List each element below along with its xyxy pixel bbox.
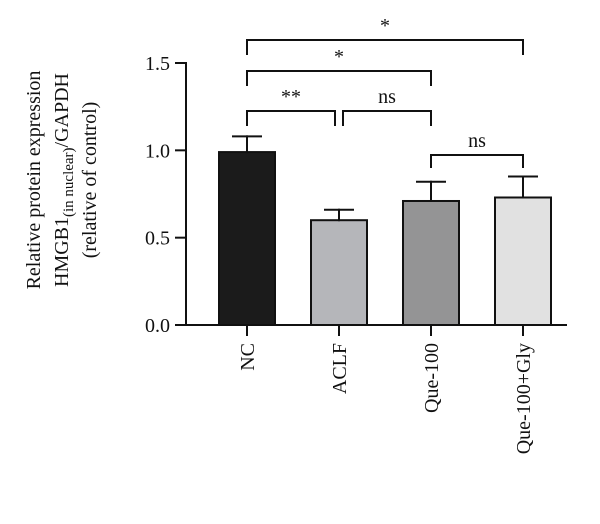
significance-label: *: [334, 46, 344, 68]
bar-group: [218, 135, 276, 326]
significance-bracket: *: [246, 15, 524, 55]
bar: [494, 196, 552, 326]
y-tick-label: 1.5: [145, 53, 170, 75]
bar: [310, 219, 368, 326]
x-category-label: NC: [237, 343, 259, 371]
significance-label: ns: [468, 130, 486, 152]
y-axis-title-line-2: HMGB1(in nuclear)/GAPDH: [51, 73, 77, 287]
significance-bracket-line: [246, 70, 432, 86]
y-tick-label: 0.5: [145, 228, 170, 250]
y-tick-label: 1.0: [145, 140, 170, 162]
y-tick-label: 0.0: [145, 315, 170, 337]
significance-bracket: ns: [430, 130, 524, 168]
y-axis-title: Relative protein expression HMGB1(in nuc…: [23, 71, 101, 290]
y-axis: 0.0 0.5 1.0 1.5: [145, 53, 187, 337]
y-axis-title-line-2-sub: (in nuclear): [61, 147, 77, 217]
significance-bracket-line: [342, 110, 432, 126]
significance-bracket-line: [246, 39, 524, 55]
bar-group: [310, 208, 368, 326]
significance-bracket-line: [430, 154, 524, 168]
y-axis-title-line-2-prefix: HMGB1: [51, 217, 73, 287]
x-category-label: Que-100: [421, 343, 443, 413]
significance-label: **: [281, 86, 301, 108]
significance-bracket: **: [246, 86, 336, 126]
y-axis-title-line-1: Relative protein expression: [23, 71, 45, 290]
significance-label: ns: [378, 86, 396, 108]
bar: [402, 199, 460, 326]
x-category-label: ACLF: [329, 343, 351, 394]
bar: [218, 151, 276, 326]
significance-label: *: [380, 15, 390, 37]
significance-bracket: *: [246, 46, 432, 86]
bar-group: [402, 180, 460, 326]
bar-group: [494, 175, 552, 326]
significance-bracket: ns: [342, 86, 432, 126]
bars-layer: [218, 135, 552, 326]
significance-bracket-line: [246, 110, 336, 126]
x-category-label: Que-100+Gly: [513, 343, 535, 454]
y-axis-title-line-3: (relative of control): [79, 102, 101, 259]
x-axis: NC ACLF Que-100 Que-100+Gly: [185, 324, 567, 454]
y-axis-title-line-2-suffix: /GAPDH: [51, 73, 73, 147]
